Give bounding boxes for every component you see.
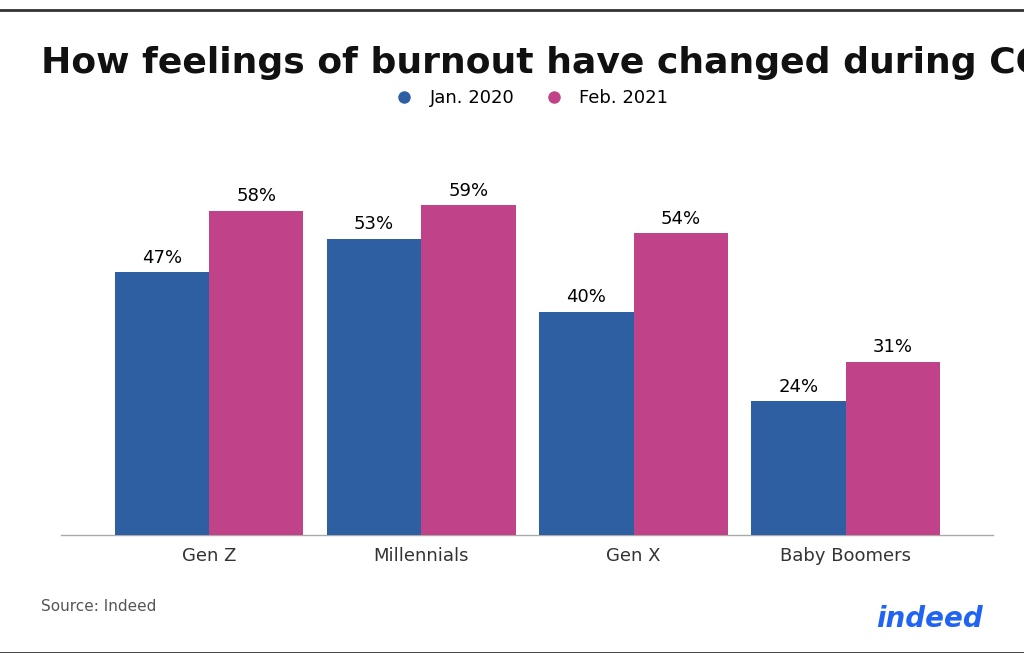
Text: 47%: 47% (141, 249, 182, 267)
Text: 24%: 24% (778, 377, 819, 396)
Legend: Jan. 2020, Feb. 2021: Jan. 2020, Feb. 2021 (379, 82, 676, 115)
Bar (115, 272, 209, 535)
Text: Source: Indeed: Source: Indeed (41, 599, 157, 614)
Bar (846, 362, 940, 535)
Text: 40%: 40% (566, 288, 606, 306)
Bar (421, 205, 515, 535)
Text: 53%: 53% (354, 215, 394, 233)
Bar (752, 401, 846, 535)
Text: 54%: 54% (660, 210, 700, 228)
Text: 59%: 59% (449, 182, 488, 200)
Text: How feelings of burnout have changed during COVID-19: How feelings of burnout have changed dur… (41, 46, 1024, 80)
Text: indeed: indeed (877, 605, 983, 633)
Bar (209, 211, 303, 535)
Bar (327, 239, 421, 535)
Text: 58%: 58% (237, 187, 276, 205)
Text: 31%: 31% (873, 338, 913, 357)
Bar (634, 233, 728, 535)
Bar (540, 311, 634, 535)
